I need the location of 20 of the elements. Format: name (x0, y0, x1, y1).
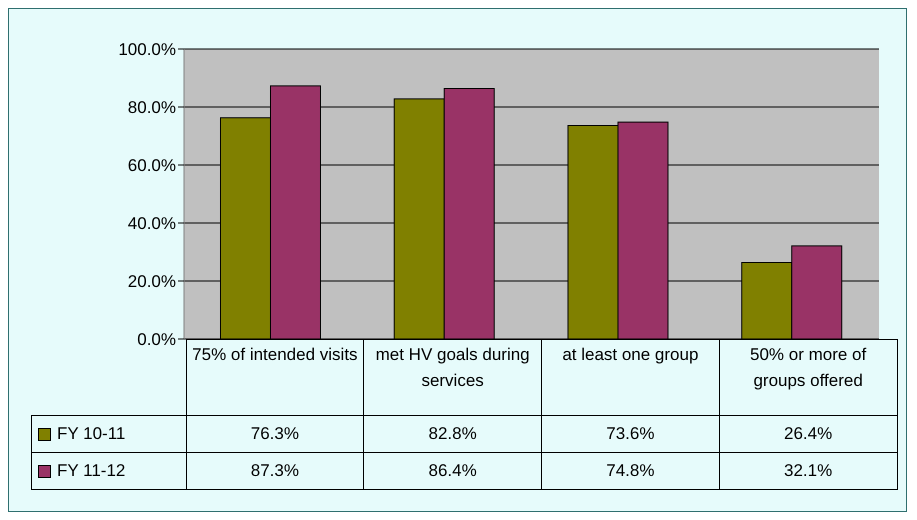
x-tick-label: met HV goals during services (364, 340, 542, 416)
legend-label: FY 10-11 (32, 416, 186, 452)
y-tick-label: 20.0% (128, 272, 176, 292)
data-label: 73.6% (542, 416, 720, 452)
y-tick-label: 40.0% (128, 214, 176, 234)
data-label: 76.3% (186, 416, 364, 452)
data-label: 87.3% (186, 452, 364, 490)
data-label: 26.4% (719, 416, 897, 452)
y-tick-label: 0.0% (137, 330, 176, 350)
data-label: 74.8% (542, 452, 720, 490)
data-label: 82.8% (364, 416, 542, 452)
data-label: 86.4% (364, 452, 542, 490)
x-tick-label: 75% of intended visits (186, 340, 364, 416)
y-tick-label: 60.0% (128, 156, 176, 176)
y-tick-label: 80.0% (128, 98, 176, 118)
legend-label: FY 11-12 (32, 452, 186, 490)
x-tick-label: 50% or more of groups offered (719, 340, 897, 416)
x-tick-label: at least one group (542, 340, 720, 416)
data-label: 32.1% (719, 452, 897, 490)
y-tick-label: 100.0% (118, 40, 176, 60)
